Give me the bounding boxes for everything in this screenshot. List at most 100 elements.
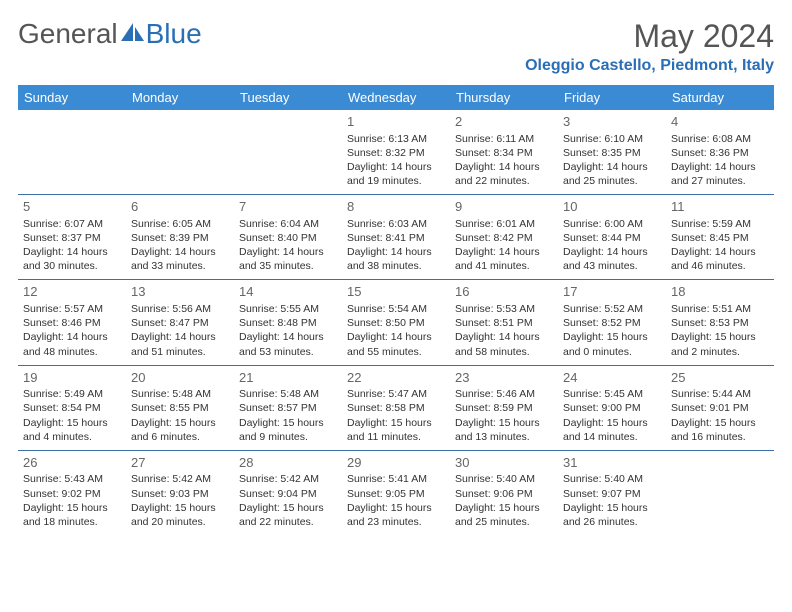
sunset-line: Sunset: 8:54 PM xyxy=(23,401,121,415)
day-cell-13: 13Sunrise: 5:56 AMSunset: 8:47 PMDayligh… xyxy=(126,280,234,365)
day-number: 28 xyxy=(239,454,337,472)
day-cell-1: 1Sunrise: 6:13 AMSunset: 8:32 PMDaylight… xyxy=(342,110,450,195)
day-cell-18: 18Sunrise: 5:51 AMSunset: 8:53 PMDayligh… xyxy=(666,280,774,365)
sunrise-line: Sunrise: 6:00 AM xyxy=(563,217,661,231)
logo: General Blue xyxy=(18,18,202,50)
day-number: 8 xyxy=(347,198,445,216)
sunset-line: Sunset: 8:42 PM xyxy=(455,231,553,245)
daylight-line: Daylight: 14 hours and 48 minutes. xyxy=(23,330,121,358)
day-number: 22 xyxy=(347,369,445,387)
day-number: 20 xyxy=(131,369,229,387)
weekday-header-row: SundayMondayTuesdayWednesdayThursdayFrid… xyxy=(18,85,774,110)
day-cell-6: 6Sunrise: 6:05 AMSunset: 8:39 PMDaylight… xyxy=(126,195,234,280)
daylight-line: Daylight: 14 hours and 25 minutes. xyxy=(563,160,661,188)
empty-cell xyxy=(126,110,234,195)
daylight-line: Daylight: 15 hours and 0 minutes. xyxy=(563,330,661,358)
sunrise-line: Sunrise: 6:11 AM xyxy=(455,132,553,146)
sunset-line: Sunset: 8:50 PM xyxy=(347,316,445,330)
daylight-line: Daylight: 14 hours and 43 minutes. xyxy=(563,245,661,273)
header: General Blue May 2024 Oleggio Castello, … xyxy=(18,18,774,75)
day-number: 1 xyxy=(347,113,445,131)
day-number: 7 xyxy=(239,198,337,216)
sunset-line: Sunset: 8:47 PM xyxy=(131,316,229,330)
day-cell-17: 17Sunrise: 5:52 AMSunset: 8:52 PMDayligh… xyxy=(558,280,666,365)
day-cell-30: 30Sunrise: 5:40 AMSunset: 9:06 PMDayligh… xyxy=(450,450,558,535)
day-cell-23: 23Sunrise: 5:46 AMSunset: 8:59 PMDayligh… xyxy=(450,365,558,450)
day-cell-12: 12Sunrise: 5:57 AMSunset: 8:46 PMDayligh… xyxy=(18,280,126,365)
sunset-line: Sunset: 9:00 PM xyxy=(563,401,661,415)
sunrise-line: Sunrise: 5:41 AM xyxy=(347,472,445,486)
sunrise-line: Sunrise: 5:40 AM xyxy=(563,472,661,486)
sunrise-line: Sunrise: 5:48 AM xyxy=(131,387,229,401)
day-number: 2 xyxy=(455,113,553,131)
sunset-line: Sunset: 9:05 PM xyxy=(347,487,445,501)
sunset-line: Sunset: 8:34 PM xyxy=(455,146,553,160)
sunset-line: Sunset: 8:39 PM xyxy=(131,231,229,245)
day-number: 4 xyxy=(671,113,769,131)
day-number: 23 xyxy=(455,369,553,387)
daylight-line: Daylight: 14 hours and 22 minutes. xyxy=(455,160,553,188)
day-number: 26 xyxy=(23,454,121,472)
daylight-line: Daylight: 15 hours and 4 minutes. xyxy=(23,416,121,444)
daylight-line: Daylight: 15 hours and 6 minutes. xyxy=(131,416,229,444)
day-cell-7: 7Sunrise: 6:04 AMSunset: 8:40 PMDaylight… xyxy=(234,195,342,280)
empty-cell xyxy=(234,110,342,195)
day-number: 29 xyxy=(347,454,445,472)
day-cell-4: 4Sunrise: 6:08 AMSunset: 8:36 PMDaylight… xyxy=(666,110,774,195)
calendar-body: 1Sunrise: 6:13 AMSunset: 8:32 PMDaylight… xyxy=(18,110,774,535)
sunrise-line: Sunrise: 6:08 AM xyxy=(671,132,769,146)
day-cell-19: 19Sunrise: 5:49 AMSunset: 8:54 PMDayligh… xyxy=(18,365,126,450)
calendar-page: General Blue May 2024 Oleggio Castello, … xyxy=(0,0,792,535)
day-number: 13 xyxy=(131,283,229,301)
sunrise-line: Sunrise: 5:54 AM xyxy=(347,302,445,316)
day-number: 6 xyxy=(131,198,229,216)
sunrise-line: Sunrise: 5:43 AM xyxy=(23,472,121,486)
day-number: 12 xyxy=(23,283,121,301)
daylight-line: Daylight: 14 hours and 35 minutes. xyxy=(239,245,337,273)
sunset-line: Sunset: 8:53 PM xyxy=(671,316,769,330)
day-cell-14: 14Sunrise: 5:55 AMSunset: 8:48 PMDayligh… xyxy=(234,280,342,365)
sunrise-line: Sunrise: 5:45 AM xyxy=(563,387,661,401)
day-number: 24 xyxy=(563,369,661,387)
day-number: 15 xyxy=(347,283,445,301)
day-number: 14 xyxy=(239,283,337,301)
daylight-line: Daylight: 14 hours and 46 minutes. xyxy=(671,245,769,273)
location: Oleggio Castello, Piedmont, Italy xyxy=(525,57,774,75)
sunset-line: Sunset: 8:57 PM xyxy=(239,401,337,415)
sunrise-line: Sunrise: 5:59 AM xyxy=(671,217,769,231)
daylight-line: Daylight: 14 hours and 19 minutes. xyxy=(347,160,445,188)
day-number: 19 xyxy=(23,369,121,387)
daylight-line: Daylight: 15 hours and 9 minutes. xyxy=(239,416,337,444)
day-cell-11: 11Sunrise: 5:59 AMSunset: 8:45 PMDayligh… xyxy=(666,195,774,280)
sunrise-line: Sunrise: 5:46 AM xyxy=(455,387,553,401)
day-cell-29: 29Sunrise: 5:41 AMSunset: 9:05 PMDayligh… xyxy=(342,450,450,535)
weekday-monday: Monday xyxy=(126,85,234,110)
day-number: 21 xyxy=(239,369,337,387)
sunrise-line: Sunrise: 5:40 AM xyxy=(455,472,553,486)
sunrise-line: Sunrise: 5:48 AM xyxy=(239,387,337,401)
daylight-line: Daylight: 14 hours and 41 minutes. xyxy=(455,245,553,273)
daylight-line: Daylight: 14 hours and 53 minutes. xyxy=(239,330,337,358)
logo-sail-icon xyxy=(120,18,146,50)
sunrise-line: Sunrise: 5:47 AM xyxy=(347,387,445,401)
title-block: May 2024 Oleggio Castello, Piedmont, Ita… xyxy=(525,18,774,75)
daylight-line: Daylight: 15 hours and 25 minutes. xyxy=(455,501,553,529)
day-number: 9 xyxy=(455,198,553,216)
sunrise-line: Sunrise: 5:56 AM xyxy=(131,302,229,316)
week-row: 5Sunrise: 6:07 AMSunset: 8:37 PMDaylight… xyxy=(18,195,774,280)
empty-cell xyxy=(666,450,774,535)
day-cell-27: 27Sunrise: 5:42 AMSunset: 9:03 PMDayligh… xyxy=(126,450,234,535)
day-number: 30 xyxy=(455,454,553,472)
sunset-line: Sunset: 9:02 PM xyxy=(23,487,121,501)
day-cell-24: 24Sunrise: 5:45 AMSunset: 9:00 PMDayligh… xyxy=(558,365,666,450)
weekday-sunday: Sunday xyxy=(18,85,126,110)
week-row: 12Sunrise: 5:57 AMSunset: 8:46 PMDayligh… xyxy=(18,280,774,365)
daylight-line: Daylight: 15 hours and 23 minutes. xyxy=(347,501,445,529)
sunset-line: Sunset: 9:01 PM xyxy=(671,401,769,415)
logo-text-2: Blue xyxy=(146,18,202,50)
weekday-thursday: Thursday xyxy=(450,85,558,110)
daylight-line: Daylight: 14 hours and 51 minutes. xyxy=(131,330,229,358)
daylight-line: Daylight: 14 hours and 38 minutes. xyxy=(347,245,445,273)
sunrise-line: Sunrise: 6:03 AM xyxy=(347,217,445,231)
daylight-line: Daylight: 15 hours and 2 minutes. xyxy=(671,330,769,358)
